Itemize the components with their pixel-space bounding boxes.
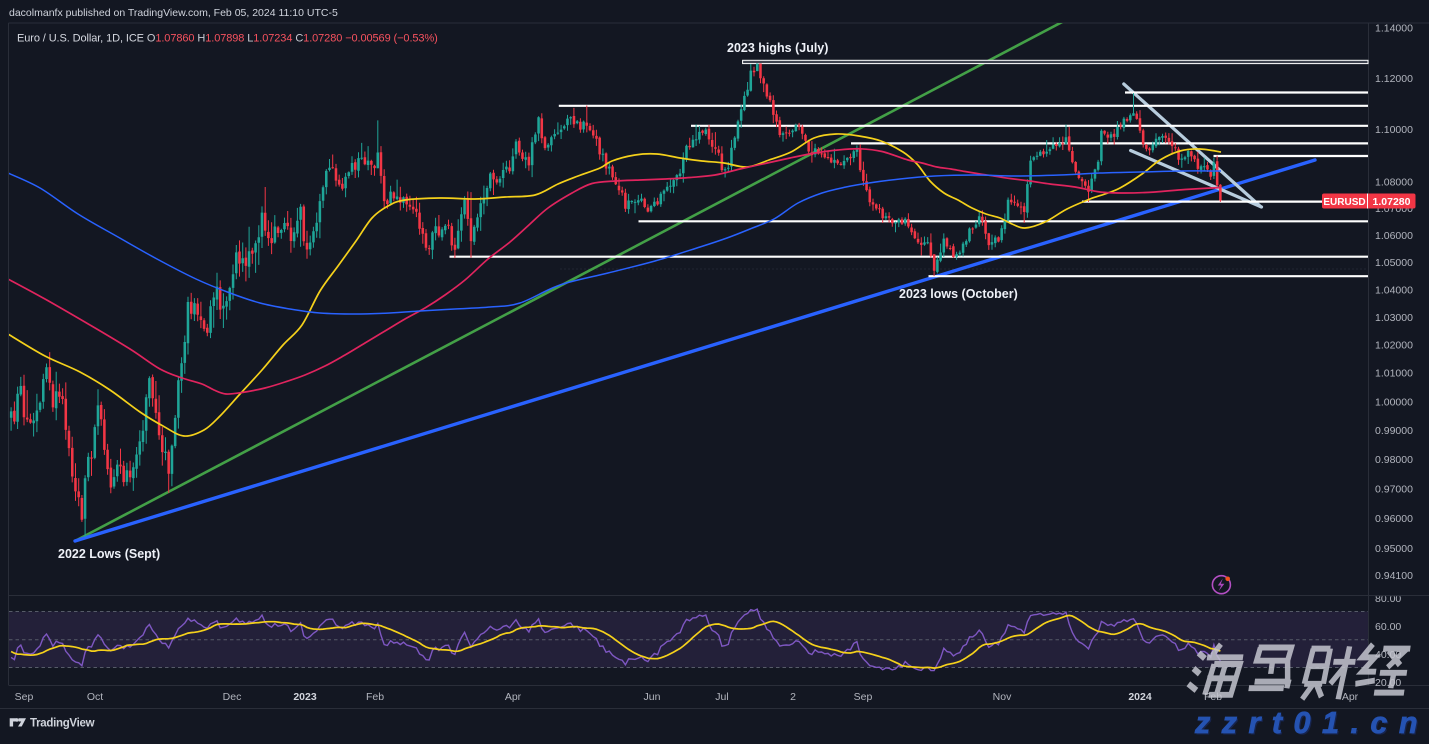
svg-text:1.04000: 1.04000: [1375, 284, 1413, 296]
svg-text:0.97000: 0.97000: [1375, 484, 1413, 496]
svg-text:60.00: 60.00: [1375, 621, 1401, 633]
svg-text:20.00: 20.00: [1375, 677, 1401, 689]
svg-text:EURUSD: EURUSD: [1323, 197, 1365, 208]
svg-text:0.96000: 0.96000: [1375, 513, 1413, 525]
svg-text:1.06000: 1.06000: [1375, 230, 1413, 242]
svg-text:Jul: Jul: [715, 691, 728, 703]
svg-text:TradingView: TradingView: [30, 718, 95, 730]
svg-text:Nov: Nov: [993, 691, 1012, 703]
svg-text:2023 highs (July): 2023 highs (July): [727, 41, 828, 55]
svg-text:dacolmanfx published on Tradin: dacolmanfx published on TradingView.com,…: [9, 7, 338, 19]
svg-text:2023 lows (October): 2023 lows (October): [899, 287, 1018, 301]
svg-text:1.07280: 1.07280: [1373, 196, 1411, 208]
svg-text:2024: 2024: [1128, 691, 1152, 703]
svg-text:0.95000: 0.95000: [1375, 543, 1413, 555]
svg-text:1.05000: 1.05000: [1375, 257, 1413, 269]
svg-text:Oct: Oct: [87, 691, 103, 703]
svg-text:1.12000: 1.12000: [1375, 73, 1413, 85]
svg-text:Apr: Apr: [505, 691, 522, 703]
svg-text:1.01000: 1.01000: [1375, 367, 1413, 379]
svg-text:1.02000: 1.02000: [1375, 339, 1413, 351]
svg-text:Apr: Apr: [1342, 691, 1359, 703]
svg-text:Dec: Dec: [223, 691, 242, 703]
svg-text:1.03000: 1.03000: [1375, 312, 1413, 324]
svg-text:2: 2: [790, 691, 796, 703]
svg-text:Euro / U.S. Dollar, 1D, ICE O: Euro / U.S. Dollar, 1D, ICE O1.07860 H1.…: [17, 33, 438, 45]
svg-text:0.98000: 0.98000: [1375, 454, 1413, 466]
svg-text:0.94100: 0.94100: [1375, 570, 1413, 582]
svg-text:1.08000: 1.08000: [1375, 177, 1413, 189]
svg-text:1.14000: 1.14000: [1375, 22, 1413, 34]
svg-text:zzrt01.cn: zzrt01.cn: [1194, 706, 1429, 739]
svg-text:1.10000: 1.10000: [1375, 124, 1413, 136]
svg-text:Sep: Sep: [854, 691, 873, 703]
svg-text:0.99000: 0.99000: [1375, 425, 1413, 437]
svg-text:2023: 2023: [293, 691, 317, 703]
svg-text:Jun: Jun: [644, 691, 661, 703]
svg-text:Feb: Feb: [366, 691, 384, 703]
svg-text:1.00000: 1.00000: [1375, 396, 1413, 408]
svg-text:2022 Lows (Sept): 2022 Lows (Sept): [58, 547, 160, 561]
svg-text:Sep: Sep: [15, 691, 34, 703]
